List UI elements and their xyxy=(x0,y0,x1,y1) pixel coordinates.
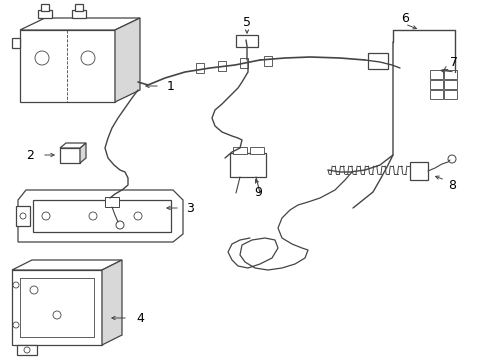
Polygon shape xyxy=(102,260,122,345)
Polygon shape xyxy=(115,18,140,102)
Circle shape xyxy=(116,221,124,229)
Bar xyxy=(20,30,115,102)
Bar xyxy=(409,162,427,180)
Circle shape xyxy=(134,212,142,220)
Circle shape xyxy=(81,51,95,65)
Circle shape xyxy=(30,286,38,294)
Circle shape xyxy=(35,51,49,65)
Text: 4: 4 xyxy=(136,311,143,324)
Circle shape xyxy=(53,311,61,319)
Bar xyxy=(218,61,225,71)
Circle shape xyxy=(447,155,455,163)
Bar xyxy=(429,70,442,79)
Text: 9: 9 xyxy=(254,185,262,198)
Text: 7: 7 xyxy=(449,55,457,68)
Polygon shape xyxy=(18,190,183,242)
Bar xyxy=(75,4,83,11)
Bar xyxy=(41,4,49,11)
Bar xyxy=(12,270,102,345)
Circle shape xyxy=(24,347,30,353)
Circle shape xyxy=(13,322,19,328)
Polygon shape xyxy=(12,260,122,270)
Text: 6: 6 xyxy=(400,12,408,24)
Bar xyxy=(240,58,247,68)
Polygon shape xyxy=(60,143,86,148)
Bar xyxy=(60,148,80,163)
Text: 2: 2 xyxy=(26,149,34,162)
Circle shape xyxy=(89,212,97,220)
Text: 1: 1 xyxy=(167,80,175,93)
Polygon shape xyxy=(80,143,86,163)
Bar xyxy=(38,10,52,18)
Bar xyxy=(229,153,265,177)
Bar xyxy=(105,197,119,207)
Bar xyxy=(249,147,264,154)
Bar xyxy=(264,56,271,66)
Bar xyxy=(16,206,30,226)
Bar xyxy=(72,10,86,18)
Text: 3: 3 xyxy=(185,202,194,215)
Bar xyxy=(17,345,37,355)
Bar xyxy=(429,90,442,99)
Polygon shape xyxy=(20,18,140,30)
Bar xyxy=(443,70,456,79)
Circle shape xyxy=(13,282,19,288)
Circle shape xyxy=(20,213,26,219)
Bar xyxy=(12,38,20,48)
Text: 5: 5 xyxy=(243,15,250,28)
Polygon shape xyxy=(33,200,171,232)
Bar xyxy=(232,147,246,154)
Bar xyxy=(443,90,456,99)
Bar xyxy=(429,80,442,89)
Bar xyxy=(367,53,387,69)
Bar xyxy=(196,63,203,73)
Bar xyxy=(236,35,258,47)
Circle shape xyxy=(42,212,50,220)
Text: 8: 8 xyxy=(447,179,455,192)
Bar xyxy=(443,80,456,89)
